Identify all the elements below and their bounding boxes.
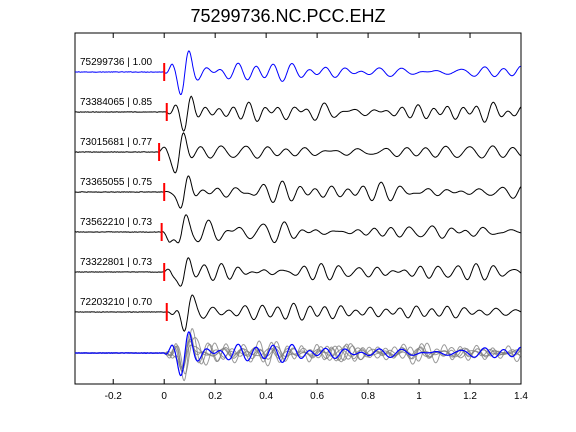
stack-trace-blue xyxy=(74,331,521,377)
trace-label-6: 73322801 | 0.73 xyxy=(80,257,153,268)
x-tick-label: 0.8 xyxy=(361,391,375,402)
trace-label-4: 73365055 | 0.75 xyxy=(80,177,153,188)
trace-label-2: 73384065 | 0.85 xyxy=(80,97,153,108)
x-tick-label: 0.6 xyxy=(310,391,324,402)
axes-frame xyxy=(74,32,522,385)
chart-title: 75299736.NC.PCC.EHZ xyxy=(190,6,386,26)
trace-label-7: 72203210 | 0.70 xyxy=(80,297,153,308)
trace-label-5: 73562210 | 0.73 xyxy=(80,217,153,228)
trace-2 xyxy=(75,95,522,132)
trace-label-1: 75299736 | 1.00 xyxy=(80,57,153,68)
trace-label-3: 73015681 | 0.77 xyxy=(80,137,153,148)
trace-4 xyxy=(74,175,522,209)
x-tick-label: 1.2 xyxy=(463,391,477,402)
trace-6 xyxy=(74,257,522,287)
x-tick-label: 0 xyxy=(161,391,167,402)
x-tick-label: -0.2 xyxy=(105,391,123,402)
x-tick-label: 1 xyxy=(416,391,422,402)
x-tick-label: 1.4 xyxy=(514,391,528,402)
trace-3 xyxy=(74,132,522,174)
trace-7 xyxy=(74,294,521,332)
x-tick-label: 0.2 xyxy=(208,391,222,402)
trace-5 xyxy=(74,214,521,244)
trace-1 xyxy=(74,50,521,96)
x-tick-label: 0.4 xyxy=(259,391,273,402)
